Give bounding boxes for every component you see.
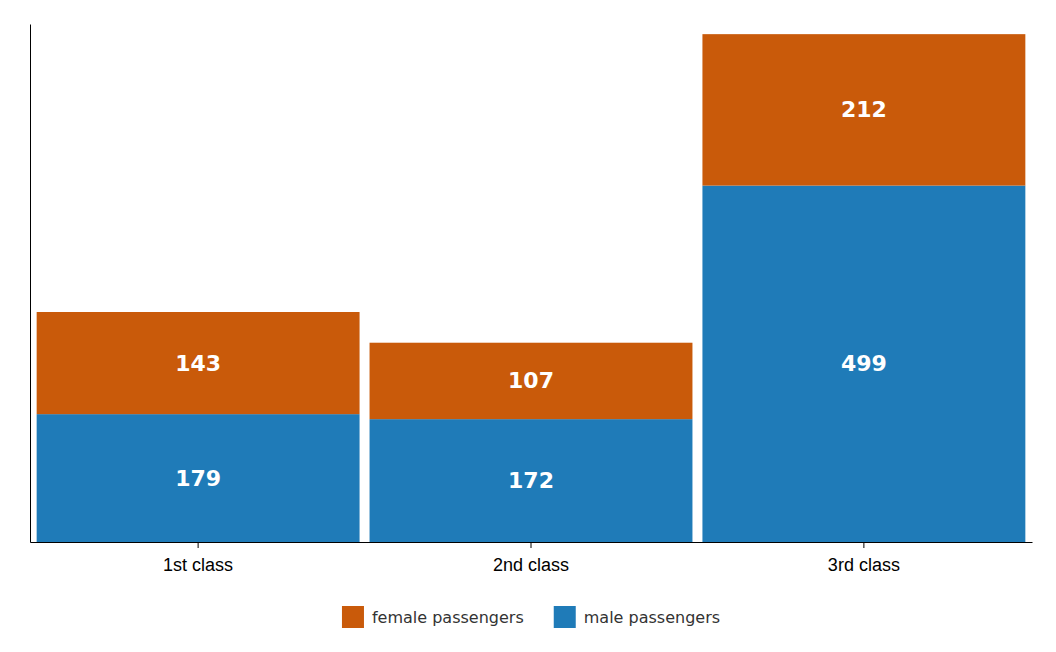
data-label: 179 — [175, 466, 221, 491]
chart: 179 172 499 143 107 212 1st class 2nd class 3rd … — [0, 0, 1056, 652]
legend-label: male passengers — [584, 608, 720, 627]
bar — [702, 34, 1025, 185]
bar — [37, 312, 360, 414]
x-axis: 1st class 2nd class 3rd class — [31, 542, 1033, 575]
legend-item: female passengers — [342, 606, 524, 628]
series-bars — [37, 34, 1026, 419]
data-label: 499 — [841, 351, 887, 376]
plot-area: 179 172 499 143 107 212 1st class 2nd class 3rd … — [31, 25, 1033, 575]
x-tick: 2nd class — [493, 542, 569, 575]
legend-swatch — [342, 606, 364, 628]
data-labels: 179 172 499 143 107 212 — [175, 97, 887, 493]
y-axis — [30, 25, 31, 543]
data-label: 172 — [508, 468, 554, 493]
y-axis-line — [30, 25, 31, 543]
bars — [37, 34, 1026, 542]
x-tick-label: 2nd class — [493, 555, 569, 575]
legend-label: female passengers — [372, 608, 524, 627]
x-tick-label: 3rd class — [828, 555, 900, 575]
data-label: 212 — [841, 97, 887, 122]
bar — [37, 414, 360, 542]
x-tick-mark — [531, 542, 532, 548]
x-tick-mark — [863, 542, 864, 548]
x-tick-label: 1st class — [163, 555, 233, 575]
data-label: 107 — [508, 368, 554, 393]
x-tick-mark — [198, 542, 199, 548]
data-label: 143 — [175, 351, 221, 376]
x-tick: 3rd class — [828, 542, 900, 575]
bar — [370, 419, 693, 542]
bar — [370, 343, 693, 419]
legend: female passengers male passengers — [342, 606, 720, 628]
series-bars — [37, 186, 1026, 542]
legend-item: male passengers — [554, 606, 720, 628]
x-tick: 1st class — [163, 542, 233, 575]
legend-swatch — [554, 606, 576, 628]
bar — [702, 186, 1025, 542]
